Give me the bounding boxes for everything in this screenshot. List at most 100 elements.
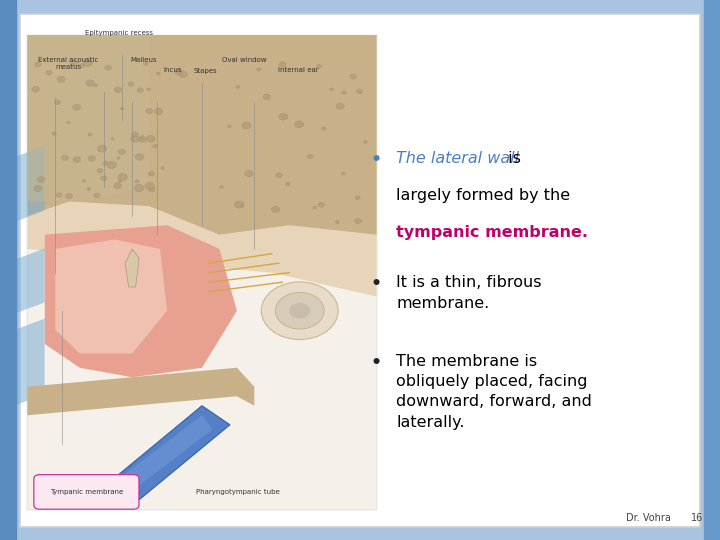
Circle shape bbox=[294, 121, 304, 128]
Text: Oval window: Oval window bbox=[222, 57, 267, 63]
Circle shape bbox=[73, 104, 81, 111]
Text: Malleus: Malleus bbox=[131, 57, 157, 63]
Circle shape bbox=[355, 219, 361, 224]
Circle shape bbox=[145, 183, 155, 190]
Polygon shape bbox=[16, 248, 45, 313]
Circle shape bbox=[70, 60, 78, 66]
Polygon shape bbox=[104, 406, 230, 505]
Text: The membrane is
obliquely placed, facing
downward, forward, and
laterally.: The membrane is obliquely placed, facing… bbox=[396, 354, 592, 430]
Text: •: • bbox=[371, 354, 382, 372]
FancyBboxPatch shape bbox=[20, 14, 700, 526]
Circle shape bbox=[236, 85, 240, 89]
Circle shape bbox=[336, 103, 344, 109]
Text: •: • bbox=[371, 151, 382, 169]
Circle shape bbox=[94, 193, 100, 198]
Circle shape bbox=[118, 180, 122, 183]
Circle shape bbox=[34, 186, 42, 192]
Bar bbox=[27, 35, 377, 510]
Circle shape bbox=[341, 172, 345, 175]
Circle shape bbox=[149, 187, 155, 192]
Circle shape bbox=[135, 180, 139, 183]
Circle shape bbox=[220, 186, 223, 188]
Circle shape bbox=[279, 113, 288, 120]
Circle shape bbox=[54, 100, 60, 104]
Text: largely formed by the: largely formed by the bbox=[396, 188, 570, 203]
Circle shape bbox=[146, 136, 155, 142]
Circle shape bbox=[179, 71, 187, 77]
Text: External acoustic
meatus: External acoustic meatus bbox=[38, 57, 99, 70]
Circle shape bbox=[97, 168, 103, 173]
Text: The lateral wall: The lateral wall bbox=[396, 151, 519, 166]
Circle shape bbox=[350, 74, 356, 79]
Circle shape bbox=[153, 144, 158, 148]
Text: Epitympanic recess: Epitympanic recess bbox=[85, 30, 153, 36]
Polygon shape bbox=[55, 239, 167, 354]
Circle shape bbox=[118, 173, 127, 181]
Circle shape bbox=[336, 221, 339, 224]
Circle shape bbox=[117, 157, 120, 159]
Circle shape bbox=[175, 69, 183, 75]
Circle shape bbox=[103, 161, 108, 165]
Circle shape bbox=[46, 70, 52, 75]
Circle shape bbox=[276, 173, 282, 178]
Circle shape bbox=[66, 193, 73, 199]
Circle shape bbox=[155, 108, 163, 114]
Bar bbox=[704, 0, 720, 540]
Circle shape bbox=[114, 183, 122, 189]
Circle shape bbox=[134, 184, 144, 192]
Circle shape bbox=[148, 171, 154, 176]
FancyBboxPatch shape bbox=[34, 475, 139, 509]
Circle shape bbox=[67, 121, 71, 124]
Circle shape bbox=[242, 122, 251, 129]
Circle shape bbox=[128, 82, 134, 86]
Circle shape bbox=[146, 109, 153, 113]
Circle shape bbox=[140, 136, 145, 139]
Text: Dr. Vohra: Dr. Vohra bbox=[626, 514, 671, 523]
Circle shape bbox=[317, 64, 321, 68]
Text: is: is bbox=[503, 151, 521, 166]
Circle shape bbox=[114, 87, 122, 92]
Circle shape bbox=[156, 72, 161, 75]
Circle shape bbox=[139, 137, 146, 143]
Circle shape bbox=[279, 62, 286, 67]
Circle shape bbox=[88, 133, 92, 136]
Circle shape bbox=[82, 179, 86, 182]
Circle shape bbox=[241, 205, 244, 207]
Circle shape bbox=[52, 132, 56, 136]
Circle shape bbox=[161, 167, 164, 170]
Circle shape bbox=[135, 153, 144, 160]
Circle shape bbox=[355, 196, 360, 199]
Circle shape bbox=[57, 76, 66, 83]
Polygon shape bbox=[125, 249, 139, 287]
Text: Stapes: Stapes bbox=[194, 68, 217, 73]
Circle shape bbox=[107, 161, 117, 168]
Circle shape bbox=[130, 136, 140, 143]
Circle shape bbox=[318, 202, 325, 207]
Circle shape bbox=[37, 177, 45, 183]
Circle shape bbox=[271, 206, 279, 213]
Circle shape bbox=[285, 182, 290, 186]
Polygon shape bbox=[45, 225, 237, 377]
Text: •: • bbox=[371, 275, 382, 293]
Circle shape bbox=[120, 107, 124, 110]
Circle shape bbox=[56, 193, 62, 197]
Text: Tympanic membrane: Tympanic membrane bbox=[50, 489, 123, 495]
Circle shape bbox=[80, 64, 84, 68]
Circle shape bbox=[138, 88, 143, 92]
Polygon shape bbox=[27, 35, 377, 235]
Circle shape bbox=[111, 138, 114, 140]
Circle shape bbox=[61, 155, 68, 160]
Polygon shape bbox=[27, 35, 377, 296]
Circle shape bbox=[101, 176, 107, 181]
Polygon shape bbox=[114, 415, 212, 496]
Circle shape bbox=[234, 201, 244, 208]
Circle shape bbox=[118, 149, 125, 154]
Circle shape bbox=[342, 91, 346, 94]
Circle shape bbox=[104, 65, 112, 70]
Circle shape bbox=[307, 154, 312, 159]
Circle shape bbox=[312, 206, 317, 209]
Circle shape bbox=[35, 63, 41, 67]
Text: 16: 16 bbox=[691, 514, 703, 523]
Circle shape bbox=[131, 132, 138, 137]
Bar bbox=[0, 0, 16, 540]
